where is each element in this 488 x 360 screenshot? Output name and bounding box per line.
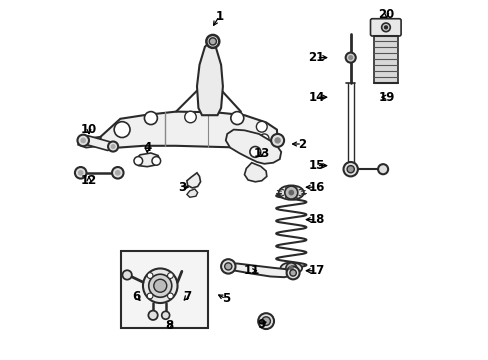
Circle shape <box>343 162 357 176</box>
Circle shape <box>230 112 244 125</box>
Circle shape <box>289 270 296 276</box>
Circle shape <box>258 313 273 329</box>
Circle shape <box>110 144 115 149</box>
Circle shape <box>77 135 89 146</box>
Text: 7: 7 <box>183 291 191 303</box>
Circle shape <box>167 273 173 278</box>
FancyBboxPatch shape <box>370 19 400 36</box>
Circle shape <box>148 274 171 297</box>
Text: 19: 19 <box>378 91 394 104</box>
Ellipse shape <box>278 185 303 200</box>
Polygon shape <box>186 189 197 197</box>
Circle shape <box>142 269 177 303</box>
Circle shape <box>249 147 260 157</box>
Circle shape <box>80 138 86 143</box>
Circle shape <box>147 273 153 278</box>
Circle shape <box>114 122 130 138</box>
Circle shape <box>274 137 280 144</box>
Circle shape <box>144 112 157 125</box>
Text: 2: 2 <box>297 138 305 150</box>
Circle shape <box>261 317 270 325</box>
Polygon shape <box>81 136 115 150</box>
Circle shape <box>256 121 266 132</box>
Circle shape <box>147 293 153 299</box>
Polygon shape <box>101 112 277 148</box>
Polygon shape <box>225 130 281 164</box>
Circle shape <box>224 263 231 270</box>
Circle shape <box>259 134 268 143</box>
Text: 18: 18 <box>307 213 324 226</box>
Ellipse shape <box>280 262 302 274</box>
Circle shape <box>347 55 352 60</box>
Circle shape <box>284 186 297 199</box>
Circle shape <box>377 164 387 174</box>
Circle shape <box>286 266 299 279</box>
Circle shape <box>285 263 296 274</box>
Circle shape <box>184 111 196 123</box>
Polygon shape <box>226 264 294 277</box>
Circle shape <box>75 167 86 179</box>
Circle shape <box>346 166 354 173</box>
Text: 1: 1 <box>215 10 223 23</box>
Circle shape <box>167 293 173 299</box>
Polygon shape <box>134 153 160 167</box>
Circle shape <box>383 25 387 30</box>
Polygon shape <box>78 137 101 148</box>
Text: 6: 6 <box>132 291 141 303</box>
Bar <box>373 36 397 83</box>
Circle shape <box>115 170 121 176</box>
Circle shape <box>108 141 118 152</box>
Circle shape <box>206 35 219 48</box>
Circle shape <box>381 23 389 32</box>
Polygon shape <box>186 173 200 188</box>
Text: 17: 17 <box>308 264 324 277</box>
Circle shape <box>221 259 235 274</box>
Circle shape <box>288 266 293 271</box>
Polygon shape <box>244 163 266 182</box>
Circle shape <box>209 38 216 45</box>
Circle shape <box>134 157 142 165</box>
Circle shape <box>288 190 294 195</box>
Text: 20: 20 <box>378 8 394 21</box>
Text: 10: 10 <box>81 123 97 136</box>
Circle shape <box>162 311 169 319</box>
Text: 8: 8 <box>164 319 173 332</box>
Circle shape <box>122 270 132 280</box>
Circle shape <box>153 279 166 292</box>
Polygon shape <box>197 43 223 115</box>
Circle shape <box>112 167 123 179</box>
Text: 21: 21 <box>308 51 324 64</box>
Text: 5: 5 <box>221 292 229 305</box>
Circle shape <box>148 311 158 320</box>
Text: 11: 11 <box>243 264 259 277</box>
Text: 13: 13 <box>253 147 269 159</box>
Text: 14: 14 <box>307 91 324 104</box>
Text: 9: 9 <box>257 318 265 330</box>
Text: 4: 4 <box>143 141 151 154</box>
Bar <box>121 251 207 328</box>
Text: 12: 12 <box>81 174 97 186</box>
Text: 15: 15 <box>307 159 324 172</box>
Text: 16: 16 <box>307 181 324 194</box>
Text: 3: 3 <box>178 181 186 194</box>
Circle shape <box>270 134 284 147</box>
Circle shape <box>345 53 355 63</box>
Circle shape <box>152 157 160 165</box>
Circle shape <box>78 170 83 176</box>
